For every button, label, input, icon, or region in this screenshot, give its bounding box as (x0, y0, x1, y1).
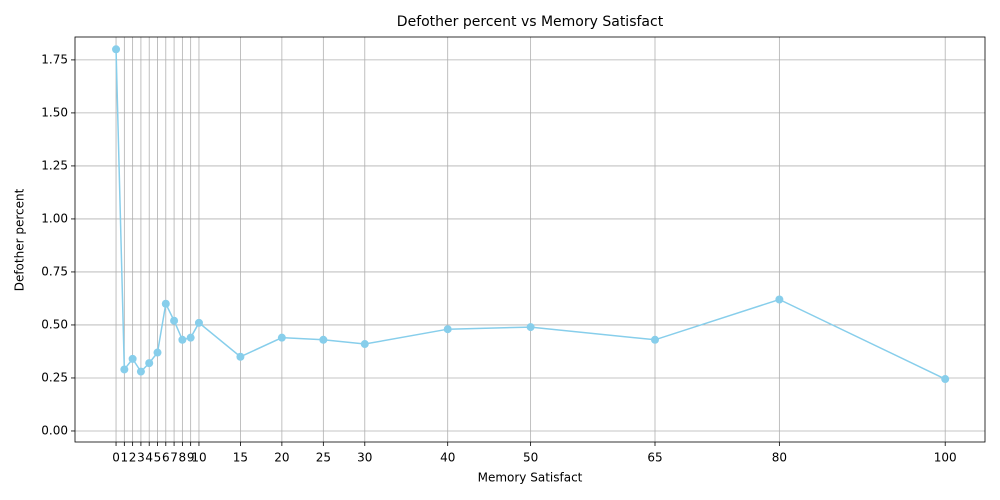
point (775, 295, 784, 304)
y-axis-label: Defother percent (13, 188, 27, 291)
plot-frame (74, 36, 986, 443)
x-tick-label: 5 (154, 451, 162, 465)
point (136, 367, 145, 376)
x-tick-label: 25 (316, 451, 331, 465)
y-tick-label: 0.25 (41, 370, 68, 384)
point (650, 335, 659, 344)
point (112, 45, 121, 54)
point (941, 375, 950, 384)
x-tick-label: 3 (137, 451, 145, 465)
point (153, 348, 162, 357)
x-tick-label: 50 (523, 451, 538, 465)
x-axis-label: Memory Satisfact (478, 471, 583, 485)
point (236, 352, 245, 361)
x-tick-label: 6 (162, 451, 170, 465)
point (360, 340, 369, 349)
chart-title: Defother percent vs Memory Satisfact (397, 14, 664, 30)
x-tick-label: 30 (357, 451, 372, 465)
x-tick-label: 7 (170, 451, 178, 465)
y-tick-label: 1.50 (41, 105, 68, 119)
point (145, 359, 154, 368)
y-tick-label: 0.00 (41, 423, 68, 437)
point (128, 354, 137, 363)
x-tick-label: 1 (121, 451, 129, 465)
x-tick-label: 40 (440, 451, 455, 465)
x-tick-label: 15 (233, 451, 248, 465)
x-tick-label: 65 (647, 451, 662, 465)
point (178, 335, 187, 344)
x-tick-label: 9 (187, 451, 195, 465)
point (194, 318, 203, 327)
y-tick-label: 0.50 (41, 317, 68, 331)
x-tick-label: 0 (112, 451, 120, 465)
point (120, 365, 129, 374)
y-tick-label: 1.25 (41, 158, 68, 172)
x-tick-label: 100 (934, 451, 957, 465)
point (277, 333, 286, 342)
y-tick-label: 1.75 (41, 52, 68, 66)
x-tick-label: 8 (179, 451, 187, 465)
point (443, 325, 452, 334)
point (170, 316, 179, 325)
point (161, 299, 170, 308)
y-tick-label: 0.75 (41, 264, 68, 278)
point (186, 333, 195, 342)
x-tick-label: 4 (145, 451, 153, 465)
x-tick-label: 2 (129, 451, 137, 465)
point (319, 335, 328, 344)
y-tick-label: 1.00 (41, 211, 68, 225)
x-tick-label: 80 (772, 451, 787, 465)
x-tick-label: 20 (274, 451, 289, 465)
x-tick-label: 10 (191, 451, 206, 465)
point (526, 323, 535, 332)
